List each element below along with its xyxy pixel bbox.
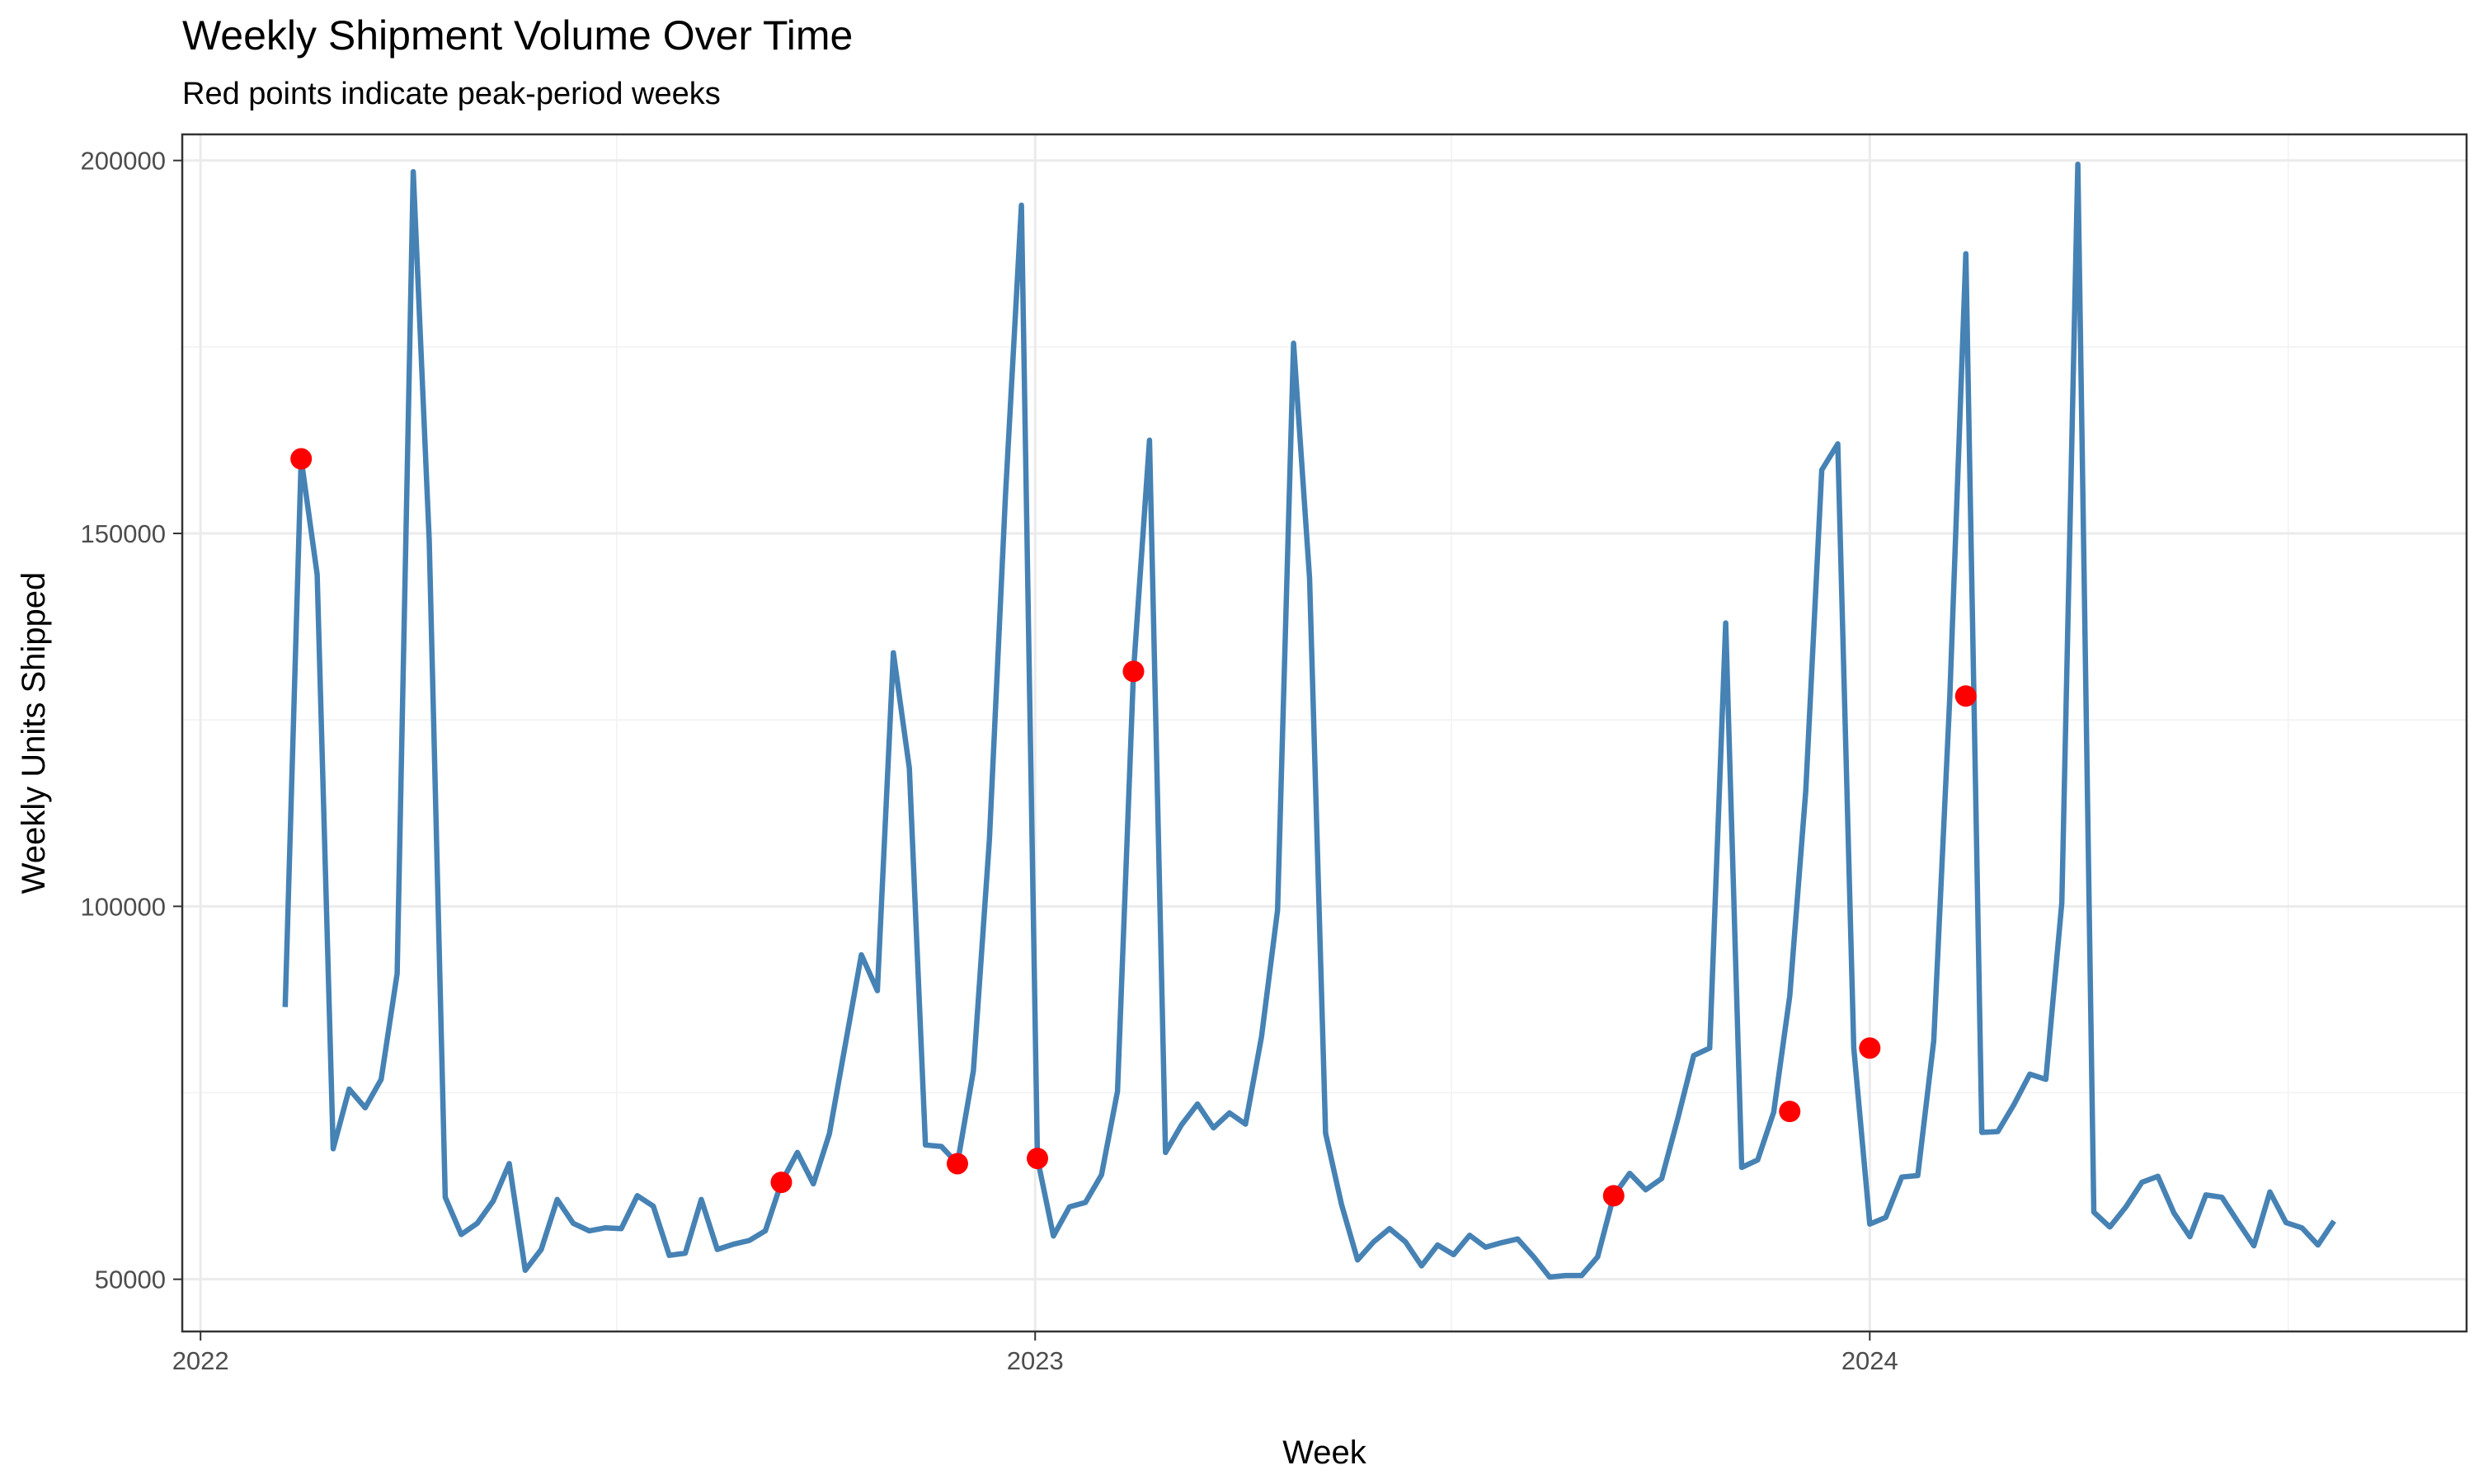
chart-title: Weekly Shipment Volume Over Time [182, 12, 853, 59]
peak-point [946, 1153, 968, 1175]
peak-point [770, 1172, 793, 1194]
chart-subtitle: Red points indicate peak-period weeks [182, 77, 721, 111]
peak-point [290, 448, 313, 470]
peak-point [1859, 1037, 1881, 1059]
y-tick-label: 150000 [81, 519, 166, 548]
x-tick-label: 2022 [172, 1346, 229, 1375]
x-axis: 2022 2023 2024 [172, 1331, 1898, 1375]
data-series [282, 161, 2336, 1280]
peak-point [1602, 1185, 1625, 1207]
peak-point [1779, 1101, 1801, 1123]
peak-points [290, 448, 1977, 1207]
x-tick-label: 2023 [1007, 1346, 1064, 1375]
y-axis: 50000 100000 150000 200000 [81, 147, 182, 1294]
x-axis-title: Week [1282, 1435, 1367, 1471]
peak-point [1027, 1148, 1049, 1170]
y-tick-label: 100000 [81, 892, 166, 921]
y-axis-title: Weekly Units Shipped [16, 572, 52, 895]
grid-lines [182, 134, 2467, 1331]
y-tick-label: 200000 [81, 147, 166, 176]
peak-point [1122, 660, 1145, 683]
plot-panel-border [181, 133, 2468, 1333]
y-tick-label: 50000 [95, 1266, 166, 1294]
series-line [282, 161, 2336, 1280]
peak-point [1954, 685, 1977, 707]
x-tick-label: 2024 [1841, 1346, 1898, 1375]
